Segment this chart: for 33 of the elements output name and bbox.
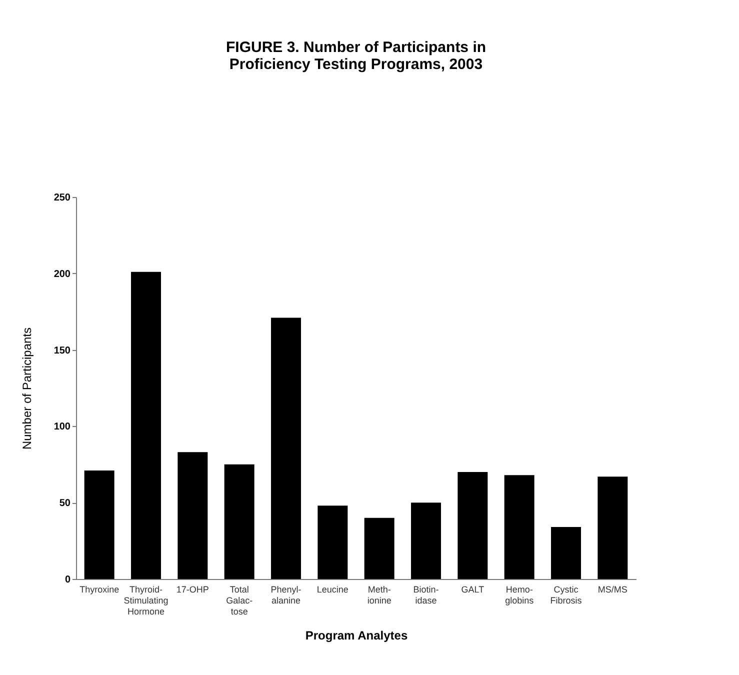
y-tick-label: 250 — [54, 192, 71, 204]
bar — [178, 452, 208, 579]
bar — [318, 506, 348, 579]
x-tick-label: Meth- ionine — [367, 584, 392, 606]
x-tick-label: GALT — [461, 584, 485, 594]
x-tick-label: Leucine — [316, 584, 348, 594]
bar — [131, 272, 161, 579]
x-tick-label: Cystic Fibrosis — [550, 584, 582, 606]
y-tick-label: 100 — [54, 422, 71, 433]
x-axis-title: Program Analytes — [305, 628, 408, 642]
y-tick-label: 50 — [59, 498, 71, 510]
x-tick-label: MS/MS — [598, 584, 628, 594]
bar — [504, 475, 534, 579]
x-tick-label: Phenyl- alanine — [270, 584, 302, 606]
bar — [551, 527, 581, 579]
x-tick-label: Hemo- globins — [505, 584, 534, 606]
bar — [271, 318, 301, 579]
y-tick-label: 200 — [54, 268, 71, 280]
x-tick-label: Total Galac- tose — [226, 584, 253, 616]
bar — [458, 472, 488, 579]
bar — [364, 518, 394, 579]
y-axis-title: Number of Participants — [20, 327, 34, 450]
y-tick-label: 150 — [54, 345, 71, 356]
bar — [598, 476, 628, 579]
x-tick-label: Thyroxine — [80, 584, 120, 594]
chart-title: FIGURE 3. Number of Participants in Proficiency Testing Programs, 2003 — [226, 39, 486, 73]
bar — [411, 502, 441, 579]
y-tick-label: 0 — [64, 574, 71, 586]
bar — [224, 464, 254, 579]
x-tick-label: Thyroid- Stimulating Hormone — [124, 584, 168, 616]
bar — [84, 470, 114, 579]
x-tick-label: Biotin- idase — [413, 584, 439, 606]
x-tick-label: 17-OHP — [176, 584, 209, 594]
